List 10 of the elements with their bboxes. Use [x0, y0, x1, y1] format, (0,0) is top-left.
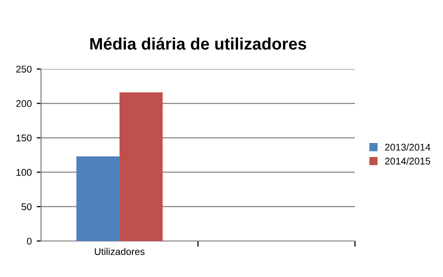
y-tick-label: 50 — [22, 203, 32, 210]
legend-label: 2014/2015 — [385, 157, 430, 165]
x-tick-label: Utilizadores — [94, 248, 145, 256]
y-tick-label: 0 — [26, 238, 32, 245]
y-tick-label: 150 — [16, 134, 32, 142]
chart-title: Média diária de utilizadores — [90, 37, 306, 50]
y-tick-label: 250 — [16, 66, 32, 73]
legend-label: 2013/2014 — [385, 144, 430, 151]
y-tick-label: 200 — [16, 100, 32, 108]
y-tick-label: 100 — [16, 168, 32, 176]
